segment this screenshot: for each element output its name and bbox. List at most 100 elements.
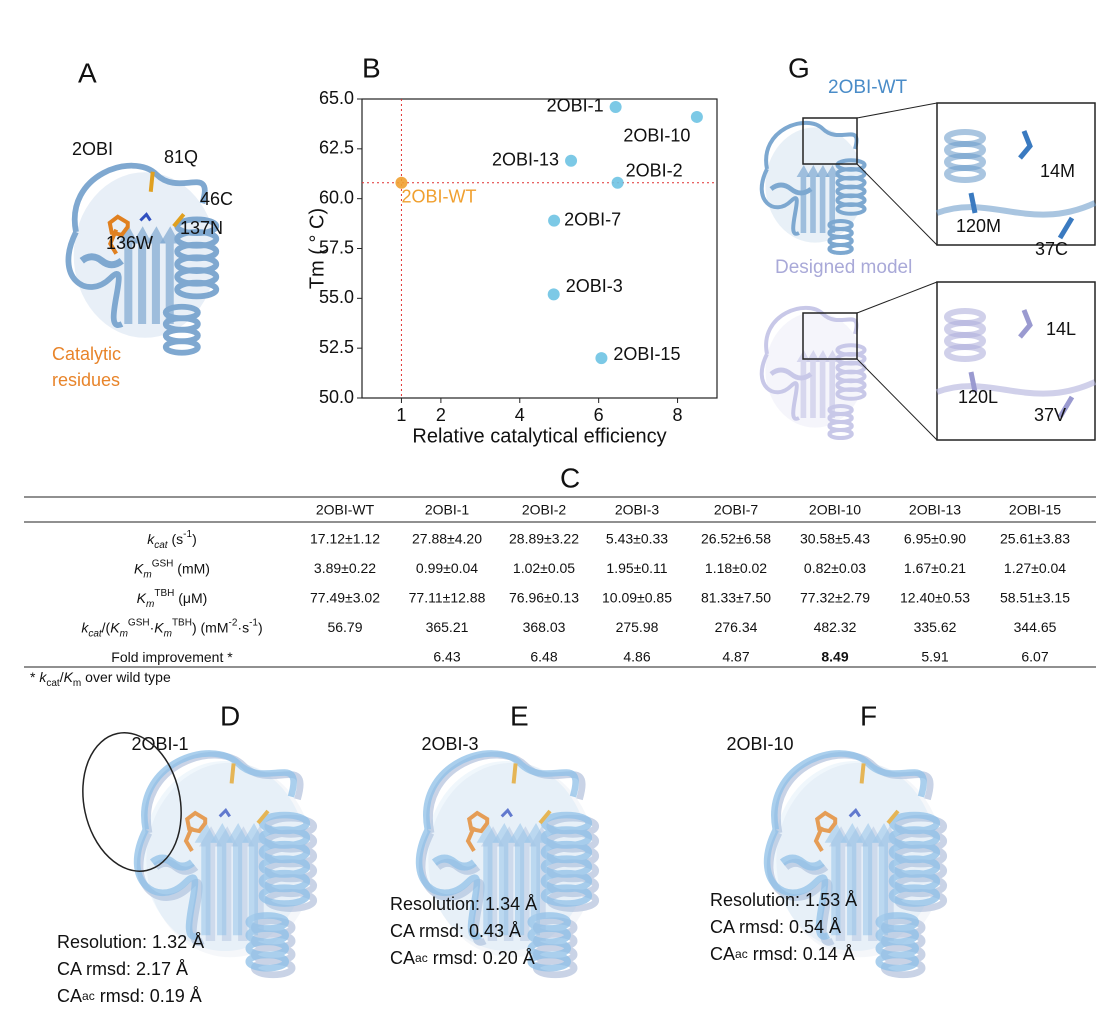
- strand: [508, 823, 531, 936]
- label-part: m: [120, 629, 128, 640]
- label: Relative catalytical efficiency: [412, 425, 666, 447]
- loop: [71, 162, 208, 233]
- label: 2OBI-13: [909, 502, 961, 518]
- catalytic-residue: [139, 212, 152, 222]
- label: 58.51±3.15: [1000, 590, 1070, 606]
- label: Resolution: 1.53 Å: [710, 890, 857, 910]
- label-part: ac: [735, 947, 748, 961]
- label: 2OBI-15: [1009, 502, 1061, 518]
- helix-left: [431, 854, 477, 871]
- strand: [824, 823, 848, 936]
- label: 77.32±2.79: [800, 590, 870, 606]
- label: 56.79: [327, 619, 362, 635]
- label: 4.87: [722, 649, 749, 665]
- label-part: /: [60, 669, 64, 685]
- catalytic-residue: [148, 171, 186, 228]
- point: [595, 352, 608, 365]
- helix-left: [149, 854, 195, 871]
- catalytic-residue: [107, 214, 130, 255]
- catalytic-residue: [848, 808, 861, 818]
- label-part: over wild type: [81, 669, 171, 685]
- label: C: [560, 462, 580, 493]
- strand: [118, 226, 139, 324]
- catalytic-residue: [813, 810, 838, 852]
- strand: [210, 823, 233, 936]
- loop: [415, 828, 483, 940]
- label-part: GSH: [152, 559, 174, 570]
- label: E: [510, 700, 529, 731]
- label-part: ac: [82, 989, 95, 1003]
- label: 6.95±0.90: [904, 531, 966, 547]
- helix-left: [769, 367, 813, 381]
- label: 65.0: [319, 88, 354, 108]
- label: 14M: [1040, 161, 1075, 181]
- label: 30.58±5.43: [800, 531, 870, 547]
- label: 81.33±7.50: [701, 590, 771, 606]
- label: Tm ( ° C): [306, 208, 328, 289]
- label: 8: [673, 405, 683, 425]
- label: 1: [396, 405, 406, 425]
- label: Designed model: [775, 257, 912, 278]
- rich-label: kcat (s-1): [147, 529, 196, 551]
- label-part: (s: [168, 531, 184, 547]
- label: 1.67±0.21: [904, 560, 966, 576]
- strand: [806, 350, 820, 418]
- rich-label: KmGSH (mM): [134, 559, 210, 581]
- label: Catalytic: [52, 344, 121, 364]
- label: B: [362, 52, 381, 83]
- label-part: k: [147, 531, 155, 547]
- loop: [759, 353, 800, 421]
- loop: [935, 200, 1097, 218]
- label: 2OBI-10: [809, 502, 861, 518]
- highlight-circle: [82, 732, 182, 872]
- label: 482.32: [814, 619, 857, 635]
- label-part: cat: [88, 629, 103, 640]
- label-part: ·: [150, 619, 155, 635]
- label: D: [220, 700, 240, 731]
- loop: [771, 750, 927, 831]
- label: 3.89±0.22: [314, 560, 376, 576]
- catalytic-residue: [465, 810, 490, 852]
- strand: [231, 826, 255, 941]
- label: 2OBI-1: [425, 502, 470, 518]
- label: 25.61±3.83: [1000, 531, 1070, 547]
- label: 60.0: [319, 187, 354, 207]
- label-part: m: [146, 599, 154, 610]
- label: 2OBI-WT: [828, 77, 908, 98]
- label-part: (μM): [174, 590, 207, 606]
- strand: [796, 350, 811, 418]
- label: 76.96±0.13: [509, 590, 579, 606]
- catalytic-residue: [511, 763, 552, 825]
- label: 37V: [1034, 405, 1066, 425]
- label: 365.21: [426, 619, 469, 635]
- side-chain: [968, 309, 1075, 419]
- helix: [174, 279, 220, 300]
- label-part: rmsd: 0.20 Å: [428, 948, 535, 968]
- helix: [527, 951, 572, 972]
- rich-label: CAac rmsd: 0.20 Å: [390, 948, 535, 968]
- loop: [141, 750, 297, 831]
- label: 335.62: [914, 619, 957, 635]
- protein-cartoon: [759, 305, 867, 440]
- label: 2OBI-WT: [316, 502, 375, 518]
- label: 27.88±4.20: [412, 531, 482, 547]
- label: 2OBI-3: [566, 276, 623, 296]
- label: 6: [594, 405, 604, 425]
- label-part: cat: [154, 540, 169, 551]
- label: residues: [52, 370, 120, 390]
- point: [548, 214, 561, 227]
- helix: [835, 387, 867, 401]
- label-part: cat: [46, 678, 60, 689]
- loop: [764, 305, 859, 355]
- label: 2OBI: [72, 139, 113, 159]
- label: 14L: [1046, 319, 1076, 339]
- strand: [815, 350, 830, 418]
- point: [395, 176, 408, 189]
- label-part: CA: [710, 944, 735, 964]
- rich-label: KmTBH (μM): [137, 588, 208, 610]
- label: 2OBI-7: [564, 209, 621, 229]
- label: 6.07: [1021, 649, 1048, 665]
- label: 37C: [1035, 239, 1068, 259]
- strand: [524, 823, 547, 936]
